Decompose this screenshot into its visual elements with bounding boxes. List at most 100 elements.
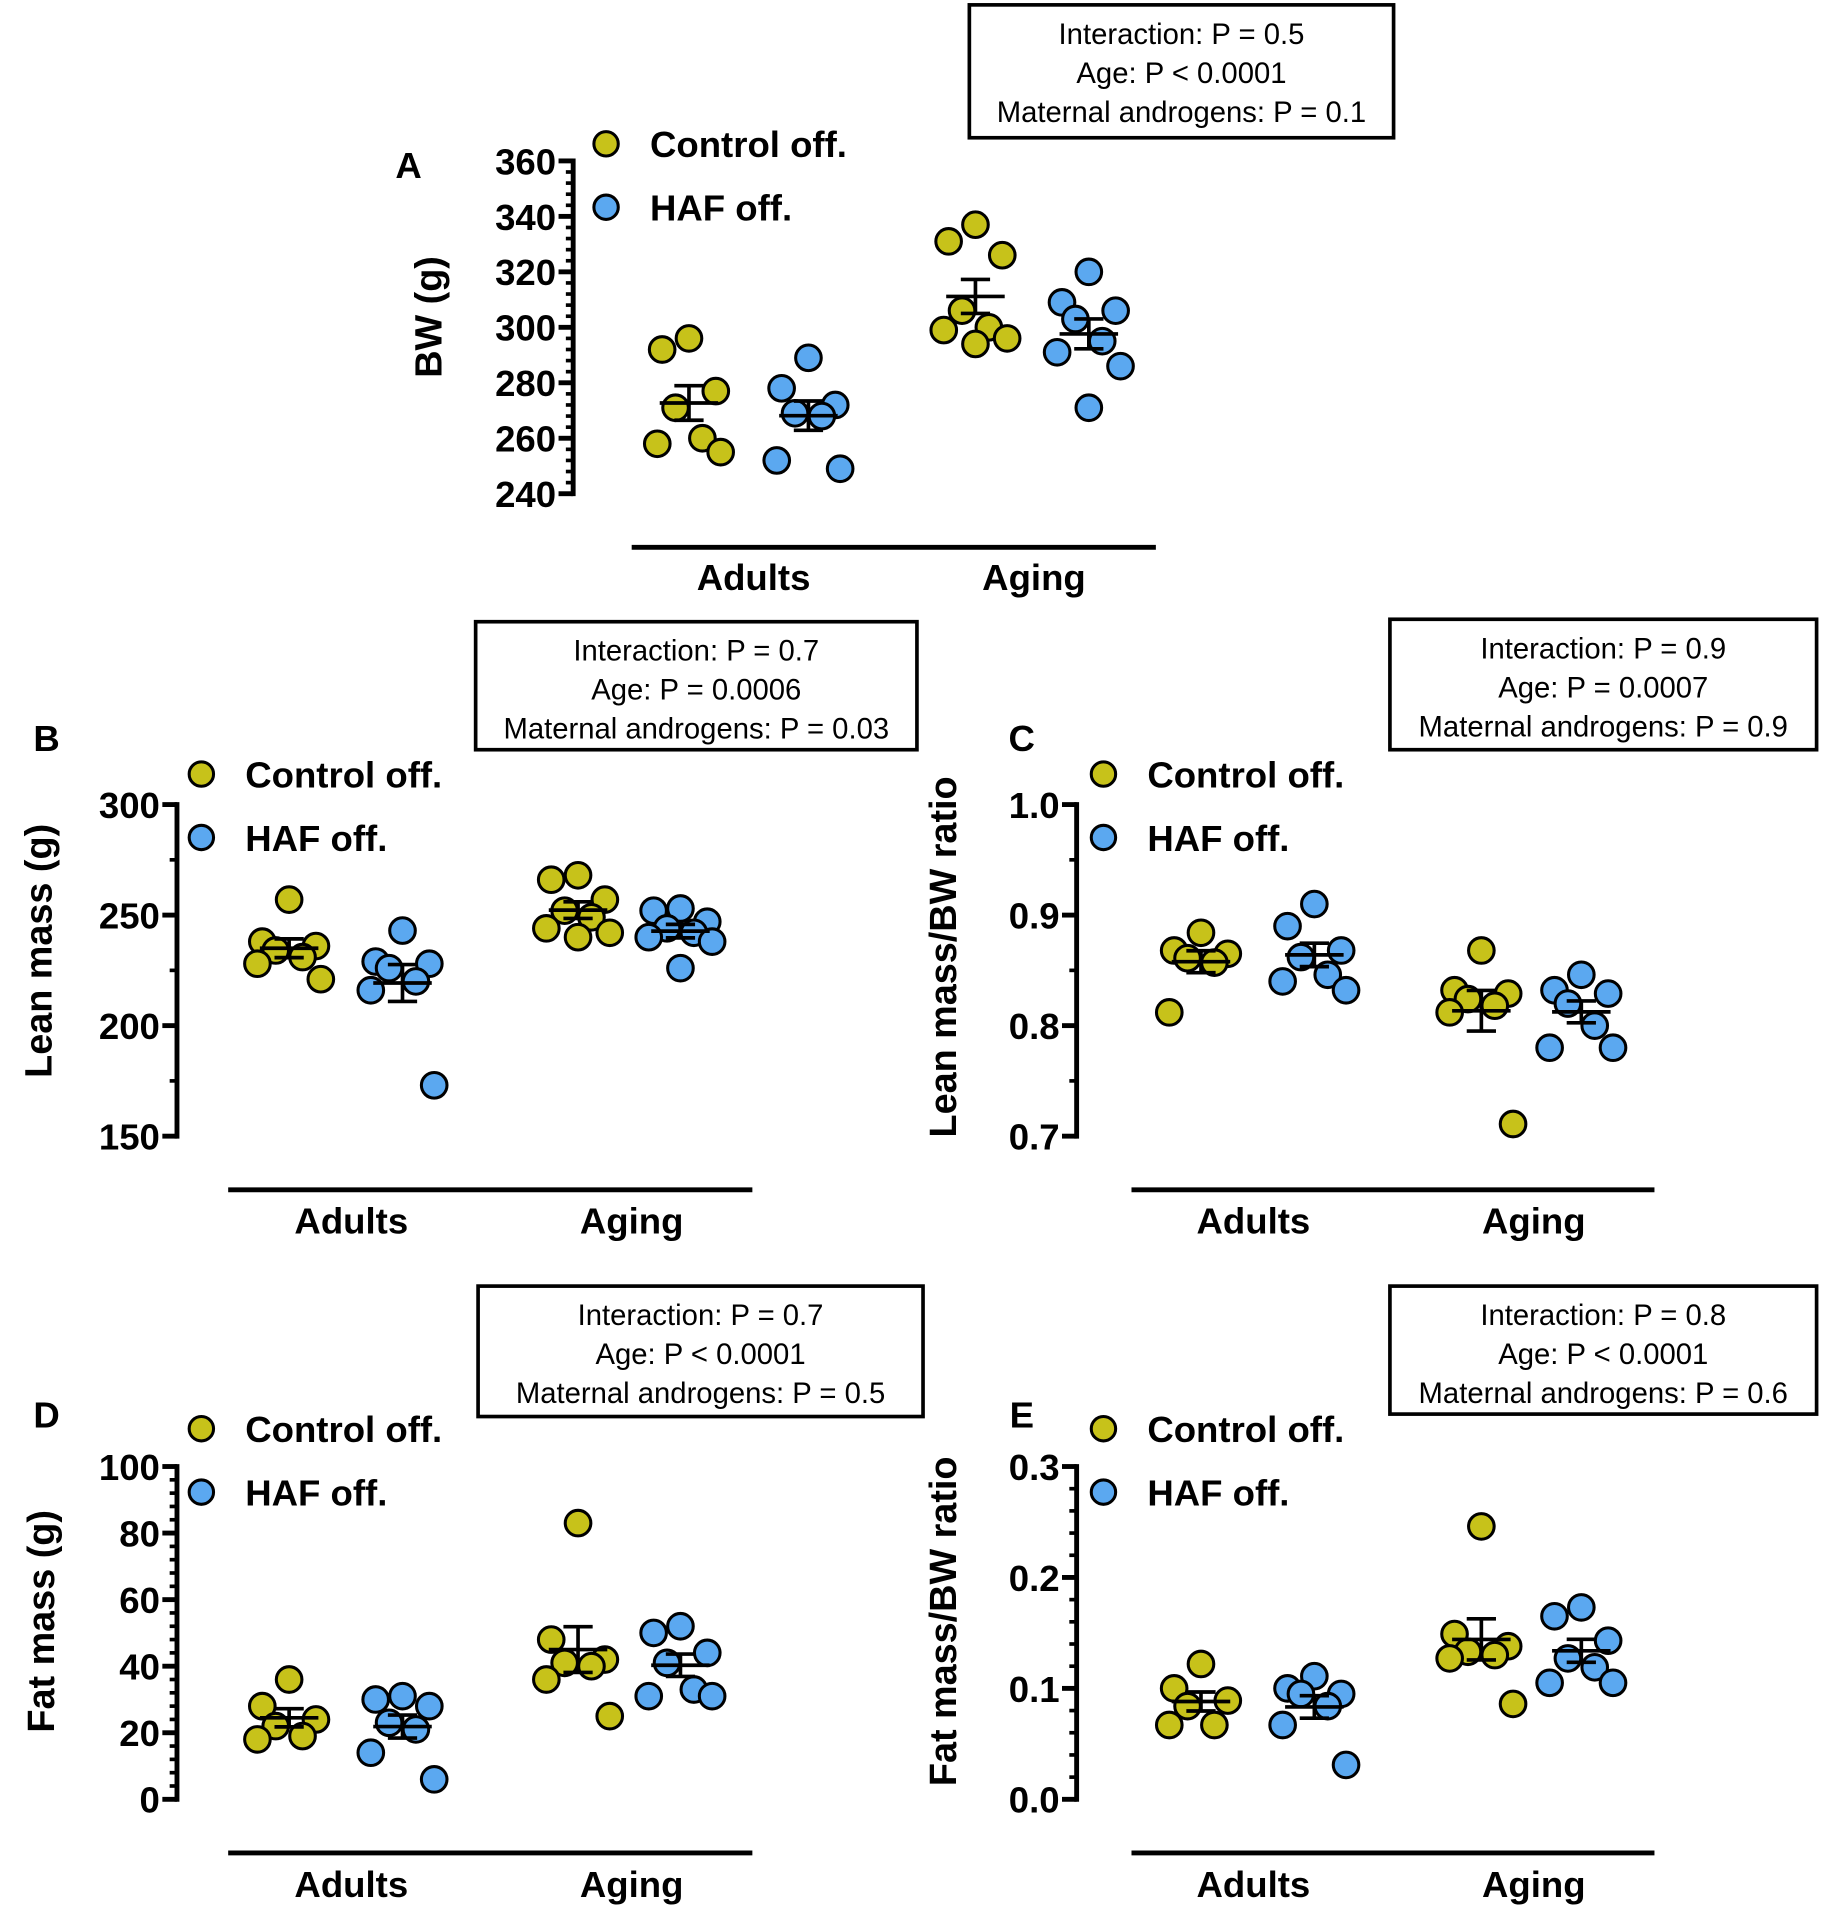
data-point (1480, 1640, 1510, 1670)
data-point (1154, 998, 1184, 1027)
stats-line: Maternal androgens: P = 0.6 (1419, 1378, 1788, 1410)
x-category-label: Aging (1482, 1201, 1586, 1242)
data-point (1535, 1668, 1564, 1698)
data-point (697, 1681, 727, 1711)
stats-box (1388, 1284, 1819, 1416)
data-point (634, 922, 664, 952)
x-category-label: Adults (1197, 1864, 1311, 1905)
data-point (563, 860, 593, 890)
panel-letter: C (1009, 718, 1035, 759)
stats-box (476, 1284, 925, 1419)
y-tick-label: 0.7 (1009, 1117, 1060, 1158)
y-tick-label: 300 (99, 785, 160, 826)
data-point (306, 964, 336, 994)
data-point (536, 865, 566, 895)
legend-label: HAF off. (1147, 818, 1289, 859)
data-point (1268, 1710, 1297, 1740)
legend-label: Control off. (1147, 755, 1344, 796)
y-tick-label: 200 (99, 1006, 160, 1047)
data-point (1200, 1710, 1229, 1740)
legend-marker (592, 130, 620, 158)
y-tick-label: 100 (99, 1447, 160, 1488)
data-point (701, 376, 731, 406)
data-point (692, 1638, 722, 1668)
data-point (595, 1701, 625, 1731)
legend-label: Control off. (650, 124, 847, 165)
stats-line: Maternal androgens: P = 0.5 (516, 1378, 885, 1410)
data-point (361, 1685, 391, 1714)
data-point (1435, 1644, 1464, 1673)
data-point (706, 437, 735, 467)
legend-label: Control off. (1147, 1409, 1344, 1450)
y-axis-label: Fat mass (g) (21, 1510, 63, 1733)
data-point (767, 374, 796, 403)
data-point (1598, 1668, 1628, 1698)
legend-marker (592, 193, 620, 221)
x-category-label: Aging (580, 1864, 684, 1905)
data-point (419, 1070, 449, 1100)
y-axis-label: Lean mass/BW ratio (923, 776, 965, 1137)
y-tick-label: 0.1 (1009, 1669, 1060, 1710)
data-point (794, 343, 823, 373)
stats-line: Age: P < 0.0001 (596, 1339, 806, 1371)
y-tick-label: 240 (495, 474, 556, 515)
y-tick-label: 0.3 (1009, 1447, 1060, 1488)
data-point (666, 1611, 695, 1641)
data-point (697, 927, 727, 956)
data-point (1186, 1649, 1216, 1679)
data-point (1467, 936, 1496, 965)
data-point (934, 227, 963, 256)
data-point (647, 335, 677, 364)
data-point (1566, 960, 1596, 990)
legend-label: HAF off. (245, 1473, 387, 1514)
stats-line: Maternal androgens: P = 0.9 (1419, 711, 1788, 743)
legend-marker (187, 760, 216, 788)
panel-B: B 150 200 250 300 Lean mass (g) Adults Aging Con… (18, 619, 919, 1242)
data-point (532, 1665, 561, 1694)
y-axis-label: Lean mass (g) (18, 824, 60, 1078)
data-point (1598, 1033, 1628, 1063)
y-tick-label: 250 (99, 896, 160, 937)
y-tick-label: 0.0 (1009, 1780, 1060, 1821)
legend-marker (187, 1478, 216, 1506)
data-point (780, 398, 810, 428)
legend-marker (1089, 823, 1118, 852)
data-point (288, 1721, 317, 1751)
panel-A: A 240 260 280 300 320 340 360 BW (g) Adults Aging C… (395, 3, 1396, 598)
legend-marker (187, 823, 216, 852)
data-point (536, 1625, 566, 1654)
data-point (356, 1738, 386, 1768)
x-category-label: Adults (1197, 1201, 1311, 1242)
data-point (1186, 918, 1216, 948)
x-category-label: Adults (697, 557, 811, 598)
data-point (1300, 889, 1329, 919)
y-tick-label: 80 (119, 1513, 160, 1554)
y-axis-label: BW (g) (409, 256, 451, 378)
data-point (595, 918, 625, 948)
panel-letter: D (33, 1395, 59, 1436)
data-point (666, 953, 695, 983)
data-point (634, 1681, 664, 1711)
legend-marker (1089, 1415, 1118, 1443)
y-tick-label: 0.9 (1009, 896, 1060, 937)
panel-letter: B (33, 718, 59, 759)
data-point (762, 446, 792, 475)
panel-C: C 0.7 0.8 0.9 1.0 Lean mass/BW ratio Adults Agi… (923, 617, 1819, 1242)
stats-line: Maternal androgens: P = 0.03 (503, 714, 889, 746)
y-tick-label: 1.0 (1009, 785, 1060, 826)
y-tick-label: 40 (119, 1647, 160, 1688)
data-point (388, 916, 417, 945)
stats-line: Maternal androgens: P = 0.1 (997, 97, 1366, 129)
x-category-label: Adults (294, 1864, 408, 1905)
data-point (1074, 257, 1104, 287)
data-point (577, 1651, 606, 1681)
data-point (1566, 1593, 1596, 1622)
stats-line: Age: P < 0.0001 (1076, 58, 1286, 90)
x-category-label: Aging (982, 557, 1086, 598)
data-point (1074, 393, 1104, 423)
data-point (961, 329, 990, 359)
stats-line: Interaction: P = 0.5 (1059, 19, 1305, 51)
y-tick-label: 150 (99, 1117, 160, 1158)
data-point (563, 922, 593, 952)
data-point (1480, 991, 1510, 1021)
